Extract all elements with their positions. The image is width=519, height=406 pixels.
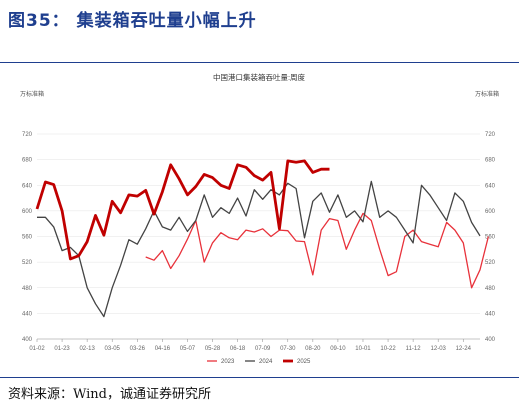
left-unit-label: 万标准箱	[20, 90, 44, 98]
chart-title: 中国港口集装箱吞吐量:周度	[213, 72, 306, 82]
y-tick-label-left: 600	[22, 209, 33, 215]
x-tick-label: 12-24	[456, 346, 472, 352]
x-tick-label: 05-28	[205, 346, 221, 352]
y-tick-label-left: 520	[22, 260, 33, 266]
y-tick-label-right: 720	[485, 132, 496, 138]
left-y-axis: 400 440 480 520 560 600 640 680 720	[22, 132, 33, 343]
x-tick-label: 10-01	[355, 346, 371, 352]
legend-label-2025: 2025	[297, 359, 311, 365]
y-tick-label-right: 520	[485, 260, 496, 266]
x-tick-label: 11-12	[406, 346, 422, 352]
line-chart: 中国港口集装箱吞吐量:周度 万标准箱 万标准箱 400 440 480 520 560 6…	[20, 72, 499, 365]
x-tick-label: 04-16	[155, 346, 171, 352]
top-divider	[0, 62, 519, 63]
x-tick-label: 01-23	[54, 346, 70, 352]
right-y-axis: 400 440 480 520 560 600 640 680 720	[485, 132, 496, 343]
x-tick-label: 09-10	[330, 346, 346, 352]
y-tick-label-right: 600	[485, 209, 496, 215]
y-tick-label-right: 640	[485, 183, 496, 189]
series-lines	[35, 159, 490, 318]
y-tick-label-right: 560	[485, 235, 496, 241]
legend-label-2024: 2024	[259, 359, 273, 365]
y-tick-label-right: 400	[485, 337, 496, 343]
x-tick-label: 02-13	[79, 346, 95, 352]
y-tick-label-left: 680	[22, 158, 33, 164]
x-tick-label: 06-18	[230, 346, 246, 352]
y-tick-label-left: 720	[22, 132, 33, 138]
x-tick-label: 07-30	[280, 346, 296, 352]
bottom-divider	[0, 377, 519, 378]
legend-label-2023: 2023	[221, 359, 235, 365]
x-axis: 01-02 01-23 02-13 03-05 03-26 04-16 05-07 05-28…	[29, 338, 480, 352]
series-line-2023	[145, 212, 490, 289]
y-tick-label-right: 480	[485, 286, 496, 292]
series-line-2025	[35, 159, 330, 261]
source-note: 资料来源：Wind，诚通证券研究所	[8, 387, 211, 402]
y-tick-label-left: 440	[22, 311, 33, 317]
y-tick-label-right: 440	[485, 311, 496, 317]
x-tick-label: 05-07	[180, 346, 196, 352]
y-tick-label-left: 480	[22, 286, 33, 292]
x-tick-label: 03-05	[105, 346, 121, 352]
x-tick-label: 07-09	[255, 346, 271, 352]
legend: 2023 2024 2025	[207, 359, 311, 365]
x-tick-label: 01-02	[29, 346, 45, 352]
y-tick-label-left: 640	[22, 183, 33, 189]
series-line-2024	[37, 180, 481, 318]
y-tick-label-left: 560	[22, 235, 33, 241]
y-tick-label-left: 400	[22, 337, 33, 343]
x-tick-label: 03-26	[130, 346, 146, 352]
right-unit-label: 万标准箱	[475, 90, 499, 98]
figure-title: 图35： 集装箱吞吐量小幅上升	[8, 11, 257, 31]
x-tick-label: 08-20	[305, 346, 321, 352]
y-tick-label-right: 680	[485, 158, 496, 164]
x-tick-label: 10-22	[380, 346, 396, 352]
x-tick-label: 12-03	[431, 346, 447, 352]
